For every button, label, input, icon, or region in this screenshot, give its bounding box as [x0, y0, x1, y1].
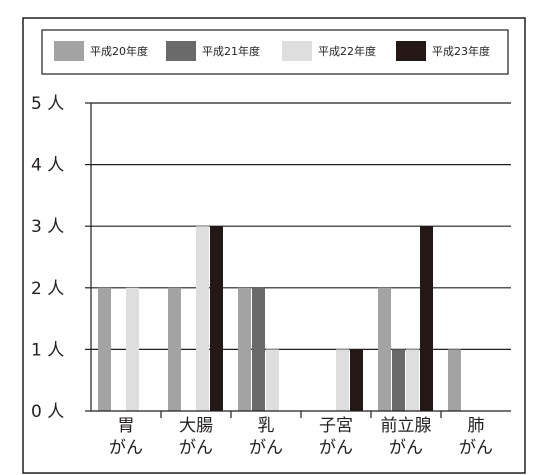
y-tick-label-5: 5 人 — [31, 94, 64, 114]
bar-6-1 — [448, 349, 461, 411]
legend-swatch-4 — [396, 41, 426, 61]
y-tick-label-0: 0 人 — [31, 402, 64, 422]
y-tick-label-4: 4 人 — [31, 156, 64, 176]
bar-3-3 — [266, 349, 279, 411]
legend: 平成20年度 平成21年度 平成22年度 平成23年度 — [54, 41, 490, 61]
bar-2-3 — [196, 226, 209, 411]
category-label-5-line-2: がん — [389, 438, 423, 458]
category-label-6-line-2: がん — [459, 438, 493, 458]
bar-5-2 — [392, 349, 405, 411]
legend-label-2: 平成21年度 — [202, 44, 260, 58]
bar-2-4 — [210, 226, 223, 411]
bar-3-1 — [238, 287, 251, 411]
category-label-3-line-2: がん — [249, 438, 283, 458]
legend-box — [41, 29, 509, 75]
category-label-1-line-1: 胃 — [118, 416, 135, 436]
bar-5-1 — [378, 287, 391, 411]
y-tick-label-2: 2 人 — [31, 279, 64, 299]
category-label-4-line-1: 子宮 — [319, 416, 353, 436]
category-label-2-line-2: がん — [179, 438, 213, 458]
bar-1-3 — [126, 287, 139, 411]
y-tick-label-3: 3 人 — [31, 217, 64, 237]
bar-2-1 — [168, 287, 181, 411]
category-label-6-line-1: 肺 — [468, 416, 485, 436]
legend-label-3: 平成22年度 — [318, 44, 376, 58]
bar-3-2 — [252, 287, 265, 411]
legend-label-1: 平成20年度 — [90, 44, 148, 58]
category-label-2-line-1: 大腸 — [179, 416, 213, 436]
category-label-4-line-2: がん — [319, 438, 353, 458]
bars — [98, 226, 461, 411]
category-label-5-line-1: 前立腺 — [381, 416, 432, 436]
legend-swatch-2 — [166, 41, 196, 61]
axes — [85, 102, 511, 418]
category-label-3-line-1: 乳 — [258, 416, 275, 436]
legend-label-4: 平成23年度 — [432, 44, 490, 58]
category-label-1-line-2: がん — [109, 438, 143, 458]
y-tick-label-1: 1 人 — [31, 340, 64, 360]
legend-swatch-1 — [54, 41, 84, 61]
legend-swatch-3 — [282, 41, 312, 61]
bar-4-3 — [336, 349, 349, 411]
y-tick-labels: 0 人 1 人 2 人 3 人 4 人 5 人 — [31, 94, 64, 422]
bar-5-4 — [420, 226, 433, 411]
gridlines — [91, 102, 511, 350]
bar-4-4 — [350, 349, 363, 411]
bar-5-3 — [406, 349, 419, 411]
bar-1-1 — [98, 287, 111, 411]
